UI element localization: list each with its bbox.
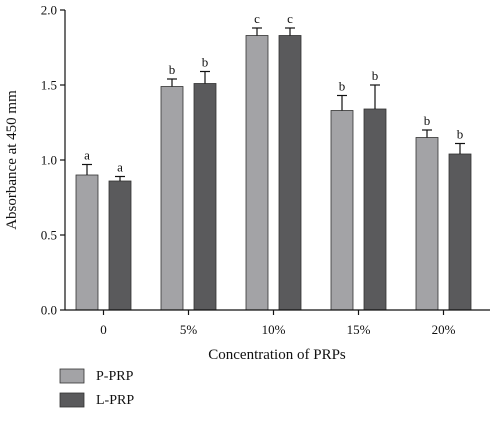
bar-l-prp-3: [363, 108, 387, 311]
x-tick-label: 10%: [262, 322, 286, 337]
bar-l-prp-1: [193, 83, 217, 311]
significance-label: c: [287, 11, 293, 26]
legend-swatch-l-prp: [59, 392, 85, 408]
legend-label-l-prp: L-PRP: [96, 393, 134, 408]
y-tick-label: 1.5: [41, 78, 57, 93]
significance-label: b: [202, 55, 209, 70]
x-tick-label: 5%: [180, 322, 198, 337]
bar-p-prp-4: [415, 137, 439, 311]
significance-label: b: [424, 113, 431, 128]
legend: P-PRP L-PRP: [59, 368, 134, 408]
bar-p-prp-0: [75, 174, 99, 311]
y-tick-label: 0.5: [41, 228, 57, 243]
bar-l-prp-0: [108, 180, 132, 311]
x-tick-label: 20%: [432, 322, 456, 337]
legend-swatch-p-prp: [59, 368, 85, 384]
legend-label-p-prp: P-PRP: [96, 369, 134, 384]
bar-l-prp-2: [278, 35, 302, 311]
significance-label: b: [339, 79, 346, 94]
y-tick-label: 0.0: [41, 303, 57, 318]
y-tick-label: 2.0: [41, 3, 57, 18]
significance-label: b: [169, 62, 176, 77]
significance-label: b: [372, 68, 379, 83]
x-axis-title: Concentration of PRPs: [208, 347, 346, 363]
significance-label: a: [84, 148, 90, 163]
significance-label: a: [117, 160, 123, 175]
bar-p-prp-2: [245, 35, 269, 311]
y-tick-label: 1.0: [41, 153, 57, 168]
bar-p-prp-1: [160, 86, 184, 311]
x-tick-label: 0: [100, 322, 107, 337]
significance-label: c: [254, 11, 260, 26]
y-axis-title: Absorbance at 450 mm: [4, 90, 20, 230]
bar-p-prp-3: [330, 110, 354, 311]
significance-label: b: [457, 127, 464, 142]
x-tick-label: 15%: [347, 322, 371, 337]
bar-l-prp-4: [448, 153, 472, 311]
